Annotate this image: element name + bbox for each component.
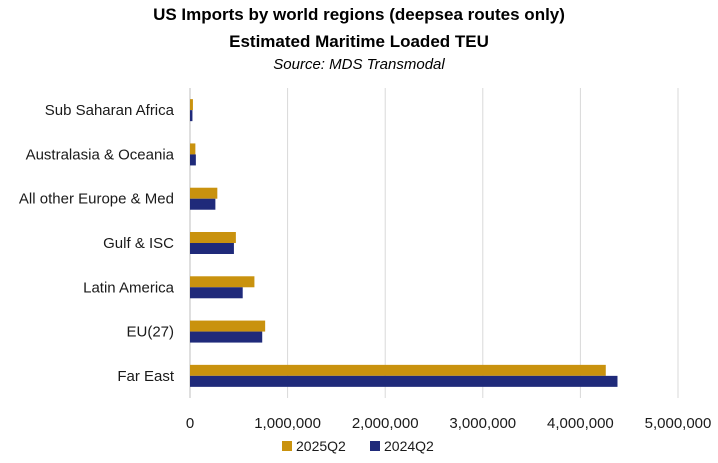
x-tick-label: 2,000,000 [352,415,419,432]
category-label: All other Europe & Med [19,191,174,208]
legend-swatch [282,441,292,451]
bar-2025Q2 [190,99,193,111]
legend-swatch [370,441,380,451]
category-label: Far East [117,368,175,385]
chart-source: Source: MDS Transmodal [273,56,445,73]
bar-2024Q2 [190,331,263,343]
category-label: EU(27) [126,324,174,341]
legend-label: 2024Q2 [384,438,434,454]
x-tick-label: 0 [186,415,194,432]
bars [190,99,618,387]
category-label: Gulf & ISC [103,235,174,252]
bar-2024Q2 [190,287,243,299]
bar-2025Q2 [190,320,266,332]
bar-2025Q2 [190,364,606,376]
bar-2025Q2 [190,187,218,199]
x-tick-label: 4,000,000 [547,415,614,432]
gridlines [189,88,679,398]
bar-2024Q2 [190,198,216,210]
chart-title: US Imports by world regions (deepsea rou… [153,5,565,24]
bar-2024Q2 [190,243,234,254]
bar-2024Q2 [190,375,618,387]
bar-2024Q2 [190,110,193,122]
legend: 2025Q2 2024Q2 [282,438,434,454]
x-tick-label: 5,000,000 [645,415,712,432]
chart-subtitle: Estimated Maritime Loaded TEU [229,32,489,51]
x-tick-label: 3,000,000 [449,415,516,432]
x-tick-labels: 0 1,000,000 2,000,000 3,000,000 4,000,000 5,0… [186,415,712,432]
bar-2024Q2 [190,154,196,166]
bar-2025Q2 [190,232,236,243]
category-labels: Far East EU(27) Latin America Gulf & ISC All… [19,102,175,385]
x-tick-label: 1,000,000 [254,415,321,432]
category-label: Latin America [83,279,175,296]
category-label: Sub Saharan Africa [45,102,175,119]
bar-2025Q2 [190,143,196,155]
category-label: Australasia & Oceania [26,146,175,163]
bar-2025Q2 [190,276,255,288]
legend-label: 2025Q2 [296,438,346,454]
